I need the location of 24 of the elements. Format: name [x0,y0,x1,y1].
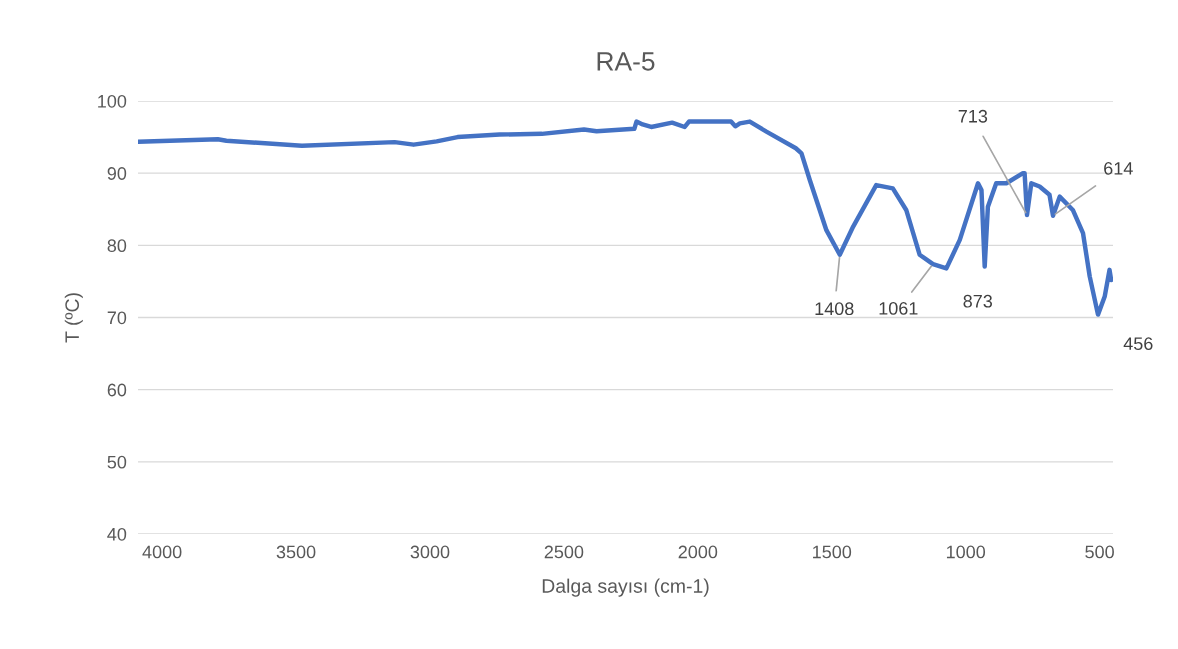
y-tick-label: 50 [107,455,127,469]
annotation: 614 [1104,161,1133,175]
x-tick-label: 1500 [813,545,852,559]
y-tick-label: 60 [107,383,127,397]
x-tick-label: 2000 [678,545,718,559]
y-axis-title: T (ºC) [64,293,83,343]
x-tick-label: 3000 [410,545,450,559]
x-tick-label: 500 [1085,545,1114,559]
x-tick-label: 2500 [544,545,584,559]
y-tick-label: 90 [107,167,127,180]
chart-title: RA-5 [597,52,655,71]
annotation: 873 [963,294,993,308]
y-tick-label: 100 [98,94,127,108]
annotation: 713 [958,109,988,123]
x-tick-label: 3500 [276,545,316,559]
y-tick-label: 80 [107,239,127,253]
annotation: 1061 [879,301,918,315]
annotation: 1408 [815,302,854,316]
x-axis-title: Dalga sayısı (cm-1) [542,578,709,597]
x-tick-label: 4000 [142,545,182,559]
y-tick-label: 70 [107,311,127,325]
annotation: 456 [1123,337,1153,351]
x-tick-label: 1000 [946,545,986,559]
y-tick-label: 40 [107,527,127,541]
